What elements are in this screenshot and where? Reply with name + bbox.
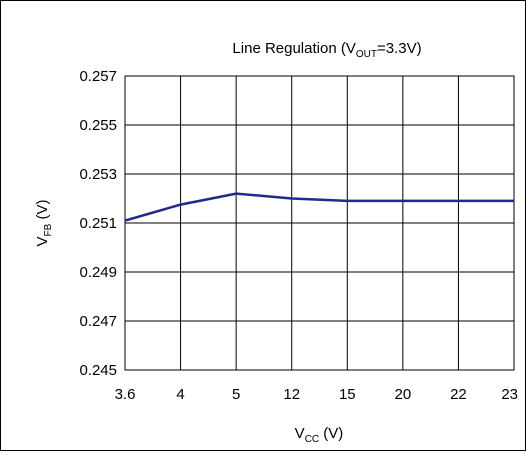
y-axis-label: VFB (V) bbox=[34, 200, 54, 247]
y-tick-label: 0.245 bbox=[79, 362, 117, 379]
y-tick-label: 0.251 bbox=[79, 215, 117, 232]
x-tick-label: 4 bbox=[176, 386, 184, 403]
series-line bbox=[124, 192, 514, 222]
series-group bbox=[124, 192, 514, 222]
y-tick-label: 0.255 bbox=[79, 117, 117, 134]
x-tick-label: 12 bbox=[283, 386, 300, 403]
x-tick-label: 5 bbox=[232, 386, 240, 403]
y-tick-labels: 0.257 0.255 0.253 0.251 0.249 0.247 0.245 bbox=[79, 68, 117, 379]
grid-lines bbox=[125, 76, 514, 370]
y-tick-label: 0.253 bbox=[79, 166, 117, 183]
x-axis-label: VCC (V) bbox=[295, 425, 344, 445]
x-tick-label: 22 bbox=[450, 386, 467, 403]
x-tick-label: 3.6 bbox=[115, 386, 136, 403]
x-tick-labels: 3.6 4 5 12 15 20 22 23 bbox=[115, 386, 518, 403]
y-tick-label: 0.249 bbox=[79, 264, 117, 281]
y-tick-label: 0.247 bbox=[79, 313, 117, 330]
x-tick-label: 15 bbox=[339, 386, 356, 403]
chart-title: Line Regulation (VOUT=3.3V) bbox=[232, 40, 421, 60]
x-tick-label: 23 bbox=[501, 386, 518, 403]
y-tick-label: 0.257 bbox=[79, 68, 117, 85]
x-tick-label: 20 bbox=[395, 386, 412, 403]
